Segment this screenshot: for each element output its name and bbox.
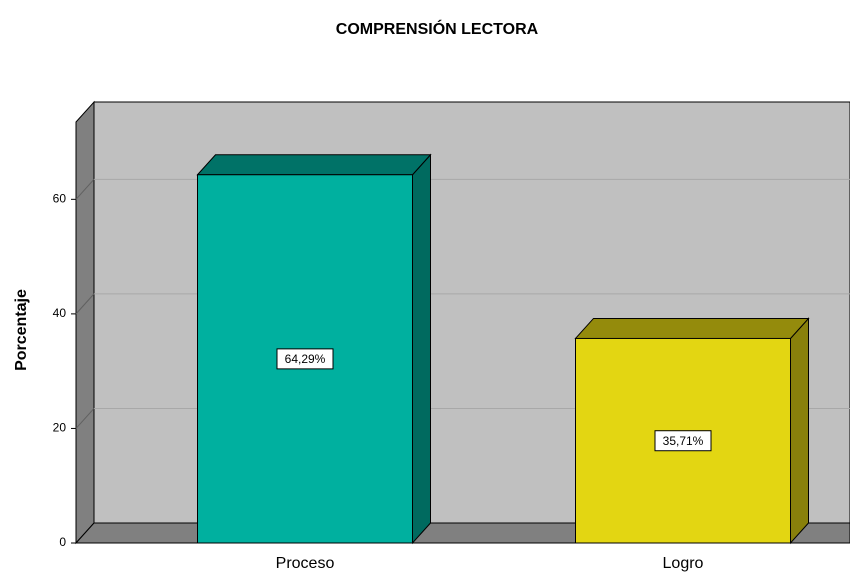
left-wall [75, 100, 95, 545]
bar-top [196, 154, 432, 176]
y-tick-label: 20 [53, 421, 67, 435]
y-tick-label: 60 [53, 191, 67, 205]
bar [574, 317, 810, 545]
y-tick-label: 0 [59, 535, 66, 549]
chart-title: COMPRENSIÓN LECTORA [336, 19, 539, 38]
grid-line [75, 293, 95, 315]
bar-side [790, 317, 809, 545]
grid-line [75, 178, 95, 200]
x-tick-label: Logro [663, 555, 704, 572]
bar-top [574, 317, 810, 339]
value-label: 64,29% [285, 352, 326, 366]
bar-side [412, 153, 431, 545]
value-label-box [276, 348, 334, 370]
y-tick-label: 40 [53, 306, 67, 320]
y-axis-label: Porcentaje [13, 289, 30, 371]
grid-line [75, 408, 95, 429]
value-label: 35,71% [663, 434, 704, 448]
value-label-box [654, 430, 712, 452]
x-tick-label: Proceso [276, 555, 335, 572]
